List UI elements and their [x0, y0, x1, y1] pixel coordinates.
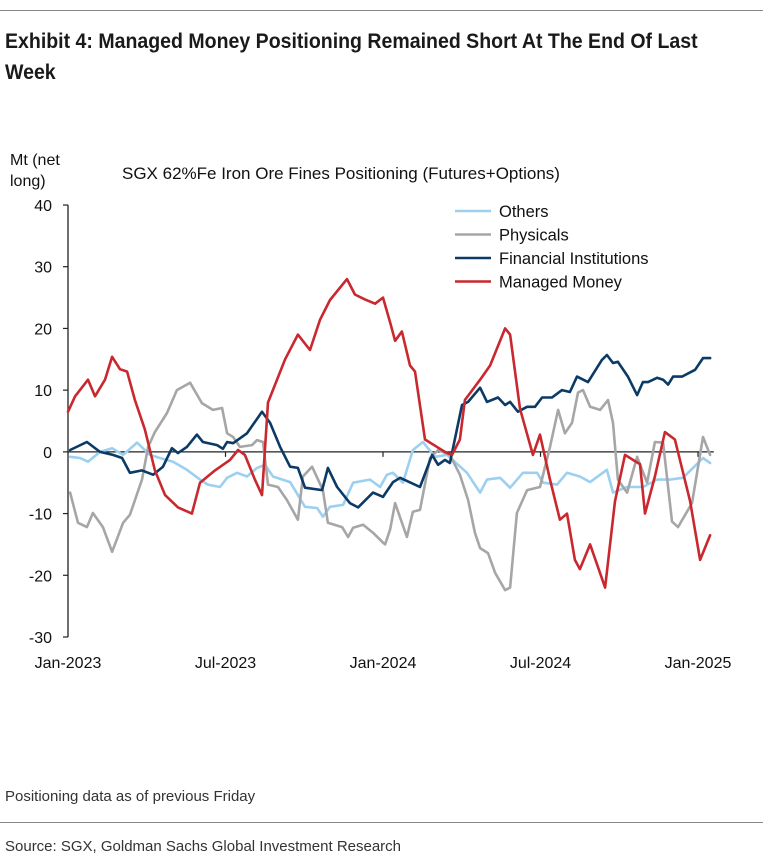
x-tick-label: Jul-2024 — [510, 655, 571, 672]
series-line-others — [68, 440, 712, 518]
legend-label: Physicals — [499, 227, 569, 245]
legend-label: Managed Money — [499, 274, 623, 292]
x-tick-label: Jul-2023 — [195, 655, 256, 672]
footer-divider — [0, 822, 763, 823]
y-tick-label: -10 — [29, 507, 52, 524]
x-tick-label: Jan-2024 — [350, 655, 417, 672]
legend-label: Others — [499, 203, 549, 221]
x-tick-label: Jan-2025 — [665, 655, 732, 672]
x-tick-label: Jan-2023 — [35, 655, 102, 672]
y-tick-label: 10 — [34, 383, 52, 400]
footnote: Positioning data as of previous Friday — [5, 788, 256, 805]
series-line-financial-institutions — [68, 353, 712, 509]
y-tick-label: 30 — [34, 260, 52, 277]
y-tick-label: -30 — [29, 630, 52, 647]
legend-label: Financial Institutions — [499, 250, 649, 268]
y-tick-label: 40 — [34, 198, 52, 215]
y-tick-label: 20 — [34, 321, 52, 338]
chart-title: SGX 62%Fe Iron Ore Fines Positioning (Fu… — [122, 164, 560, 183]
y-tick-label: 0 — [43, 445, 52, 462]
series-line-managed-money — [66, 277, 712, 589]
series-line-physicals — [68, 381, 712, 592]
exhibit-title: Exhibit 4: Managed Money Positioning Rem… — [5, 30, 698, 84]
y-axis-label: Mt (net long) — [10, 150, 60, 192]
source-note: Source: SGX, Goldman Sachs Global Invest… — [5, 838, 402, 855]
y-tick-label: -20 — [29, 568, 52, 585]
y-axis-label-line: Mt (net — [10, 152, 60, 169]
top-divider — [0, 10, 763, 11]
y-axis-label-line: long) — [10, 173, 46, 190]
